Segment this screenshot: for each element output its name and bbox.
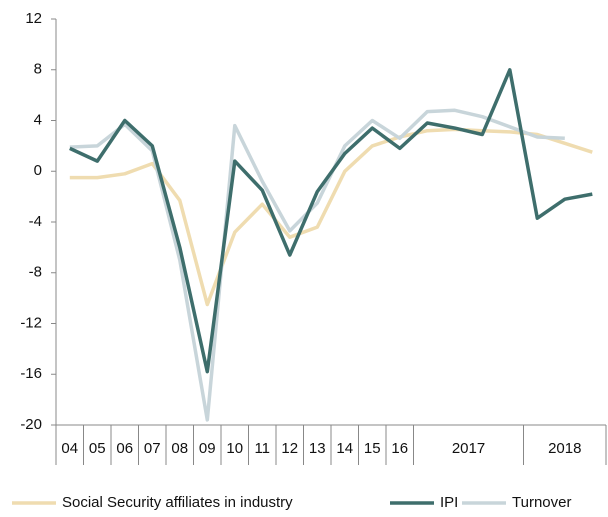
x-tick-label: 10 [226, 440, 243, 457]
x-tick-label: 06 [116, 440, 133, 457]
legend-label: Social Security affiliates in industry [62, 494, 293, 511]
legend-label: Turnover [512, 494, 571, 511]
x-tick-label: 11 [254, 440, 270, 457]
legend-label: IPI [440, 494, 458, 511]
y-tick-label: -4 [29, 213, 42, 230]
y-tick-label: -12 [20, 314, 42, 331]
y-tick-label: -16 [20, 365, 42, 382]
x-tick-label: 08 [171, 440, 188, 457]
x-tick-label: 15 [364, 440, 381, 457]
x-tick-label: 2017 [452, 440, 485, 457]
x-tick-label: 14 [336, 440, 353, 457]
y-tick-label: -8 [29, 264, 42, 281]
series-line [69, 127, 593, 307]
x-tick-label: 13 [309, 440, 326, 457]
series-line [69, 108, 565, 422]
x-tick-label: 09 [199, 440, 216, 457]
x-tick-label: 04 [61, 440, 78, 457]
x-tick-label: 2018 [548, 440, 581, 457]
x-tick-label: 12 [281, 440, 298, 457]
y-tick-label: 8 [34, 61, 42, 78]
y-tick-label: 0 [34, 162, 42, 179]
y-tick-label: 12 [25, 10, 42, 27]
x-tick-label: 07 [144, 440, 161, 457]
y-tick-label: -20 [20, 416, 42, 433]
y-tick-label: 4 [34, 111, 42, 128]
x-tick-label: 05 [89, 440, 106, 457]
x-tick-label: 16 [391, 440, 408, 457]
series-line [69, 68, 593, 374]
